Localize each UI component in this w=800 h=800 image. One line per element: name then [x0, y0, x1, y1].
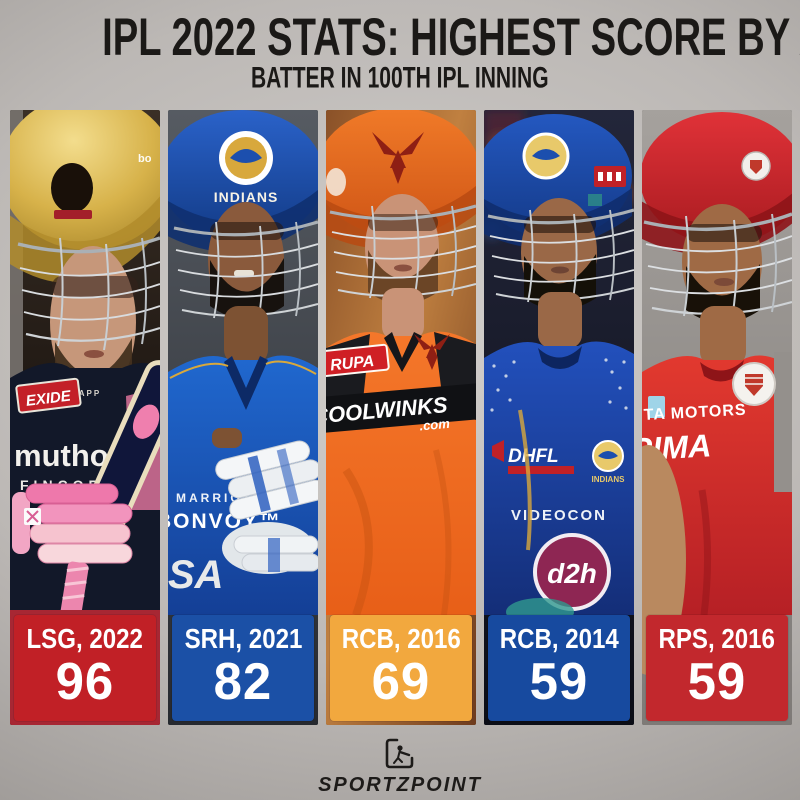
sportzpoint-logo-icon [385, 738, 414, 769]
jersey: TA MOTORS RIMA [642, 352, 792, 675]
mi-helmet [484, 114, 632, 248]
beard [368, 248, 438, 304]
jersey-letters-text: SA [168, 553, 224, 597]
srh-eagle-icon [372, 132, 424, 184]
player-panel-4: DHFL INDIANS VIDEOCON d2h [484, 110, 634, 725]
d2h-logo-icon: d2h [533, 533, 611, 611]
score-value: 69 [371, 653, 431, 711]
chest-eagle-icon [414, 334, 450, 370]
jersey-sponsor-text: TA MOTORS [643, 402, 747, 424]
dhfl-patch: DHFL [492, 440, 574, 474]
brand-name: SPORTZPOINT [318, 774, 482, 796]
neck [538, 292, 582, 348]
sleeve-patch [648, 396, 665, 418]
background-strip [774, 352, 792, 492]
mi-chest-logo-icon: INDIANS [592, 440, 626, 484]
player-panel-2: INDIANS [168, 110, 318, 725]
score-value: 59 [687, 653, 747, 711]
helmet-text: INDIANS [214, 189, 279, 205]
helmet-grille [487, 208, 634, 305]
team-year-label: SRH, 2021 [184, 623, 302, 654]
beard [686, 264, 760, 323]
page-subtitle: BATTER IN 100TH IPL INNING [251, 61, 549, 95]
jersey-sponsor-text: VIDEOCON [511, 507, 607, 524]
player-panel-1: bo [10, 110, 160, 725]
team-year-label: LSG, 2022 [26, 623, 144, 654]
collar [700, 360, 744, 382]
shoulder-sparkles [490, 358, 628, 412]
team-year-label: RPS, 2016 [658, 623, 776, 654]
rupa-patch: RUPA [326, 343, 390, 378]
helmet-sponsor-patch [594, 166, 626, 187]
chest-text: INDIANS [592, 475, 626, 484]
white-gloves [212, 428, 318, 574]
score-value: 82 [213, 653, 273, 711]
team-label-block: SRH, 2021 82 [172, 615, 314, 721]
team-label-block: LSG, 2022 96 [14, 615, 156, 721]
team-year-label: RCB, 2016 [341, 623, 461, 654]
score-value: 59 [529, 653, 589, 711]
player-face [682, 204, 762, 323]
helmet-grille [17, 236, 160, 351]
jersey-patch-text: EXIDE [25, 387, 73, 409]
mi-helmet: INDIANS [168, 110, 318, 252]
jersey-patch-text: RUPA [329, 353, 375, 375]
jersey: DHFL INDIANS VIDEOCON d2h [484, 341, 634, 626]
player-face [208, 202, 284, 319]
exide-patch: EXIDE [15, 377, 82, 414]
d2h-text: d2h [547, 558, 597, 589]
collar [538, 346, 582, 369]
score-value: 96 [55, 653, 115, 711]
team-label-block: RCB, 2016 69 [330, 615, 472, 721]
kxip-crest-icon [741, 151, 771, 181]
team-label-block: RCB, 2014 59 [488, 615, 630, 721]
rcb-crest-icon [51, 163, 93, 213]
jersey-sponsor-sub-text: .com [419, 416, 451, 434]
team-label-block: RPS, 2016 59 [646, 615, 788, 721]
pink-gloves [12, 483, 133, 621]
helmet-grille [173, 220, 318, 323]
collar [224, 356, 268, 410]
neck [382, 288, 424, 340]
header: IPL 2022 STATS: HIGHEST SCORE BY A BATTE… [0, 0, 800, 110]
jersey-patch-text: DHFL [508, 446, 559, 467]
neck [224, 306, 268, 364]
svg-text:bo: bo [138, 153, 152, 165]
beard [210, 258, 284, 319]
neck [700, 306, 746, 366]
srh-helmet [326, 110, 476, 249]
kxip-chest-crest-icon [732, 362, 776, 406]
collar [384, 332, 422, 372]
team-year-label: RCB, 2014 [499, 623, 619, 654]
player-panel-5: TA MOTORS RIMA RPS, 2016 59 [642, 110, 792, 725]
page-title: IPL 2022 STATS: HIGHEST SCORE BY A [102, 8, 800, 68]
svg-text:PAPP: PAPP [72, 389, 101, 398]
jersey: RUPA COOLWINKS .com [326, 331, 476, 617]
zipper [518, 409, 532, 551]
player-panel-row: bo [10, 110, 792, 725]
coolwinks-band: COOLWINKS .com [326, 381, 476, 435]
player-face [365, 194, 439, 304]
footer: SPORTZPOINT [0, 725, 800, 800]
player-panel-3: RUPA COOLWINKS .com RCB, 2016 [326, 110, 476, 725]
gold-helmet: bo [10, 110, 160, 284]
